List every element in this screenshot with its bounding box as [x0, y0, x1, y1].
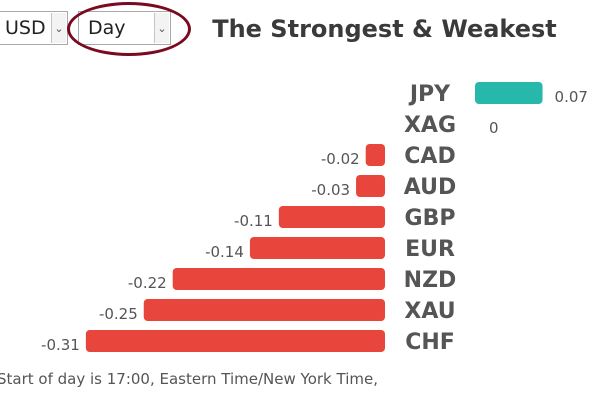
bar-nzd	[172, 268, 385, 290]
currency-label-xau: XAU	[404, 299, 455, 324]
currency-label-eur: EUR	[405, 237, 455, 262]
value-label-chf: -0.31	[41, 336, 80, 354]
value-label-aud: -0.03	[311, 181, 350, 199]
chart-title: The Strongest & Weakest	[212, 8, 557, 49]
chevron-down-icon[interactable]: ⌄	[154, 13, 169, 43]
currency-label-aud: AUD	[404, 175, 456, 200]
currency-label-gbp: GBP	[405, 206, 456, 231]
currency-label-xag: XAG	[404, 113, 456, 138]
currency-label-cad: CAD	[404, 144, 455, 169]
value-label-jpy: 0.07	[555, 88, 588, 106]
value-label-xag: 0	[489, 119, 499, 137]
bar-gbp	[278, 206, 385, 228]
bar-eur	[249, 237, 385, 259]
bar-chf	[85, 330, 385, 352]
value-label-eur: -0.14	[205, 243, 244, 261]
bar-xau	[143, 299, 385, 321]
currency-select-value: USD	[5, 17, 46, 39]
chevron-down-icon[interactable]: ⌄	[51, 13, 66, 43]
currency-label-nzd: NZD	[404, 268, 457, 293]
bar-cad	[365, 144, 385, 166]
bar-aud	[356, 175, 385, 197]
footnote: Start of day is 17:00, Eastern Time/New …	[0, 370, 378, 388]
value-label-xau: -0.25	[99, 305, 138, 323]
currency-select[interactable]: USD ⌄	[0, 11, 68, 45]
value-label-cad: -0.02	[321, 150, 360, 168]
value-label-nzd: -0.22	[128, 274, 167, 292]
period-select[interactable]: Day ⌄	[78, 11, 171, 45]
currency-label-chf: CHF	[405, 330, 455, 355]
value-label-gbp: -0.11	[234, 212, 273, 230]
bar-jpy	[475, 82, 543, 104]
currency-label-jpy: JPY	[408, 82, 451, 107]
period-select-value: Day	[88, 17, 126, 39]
